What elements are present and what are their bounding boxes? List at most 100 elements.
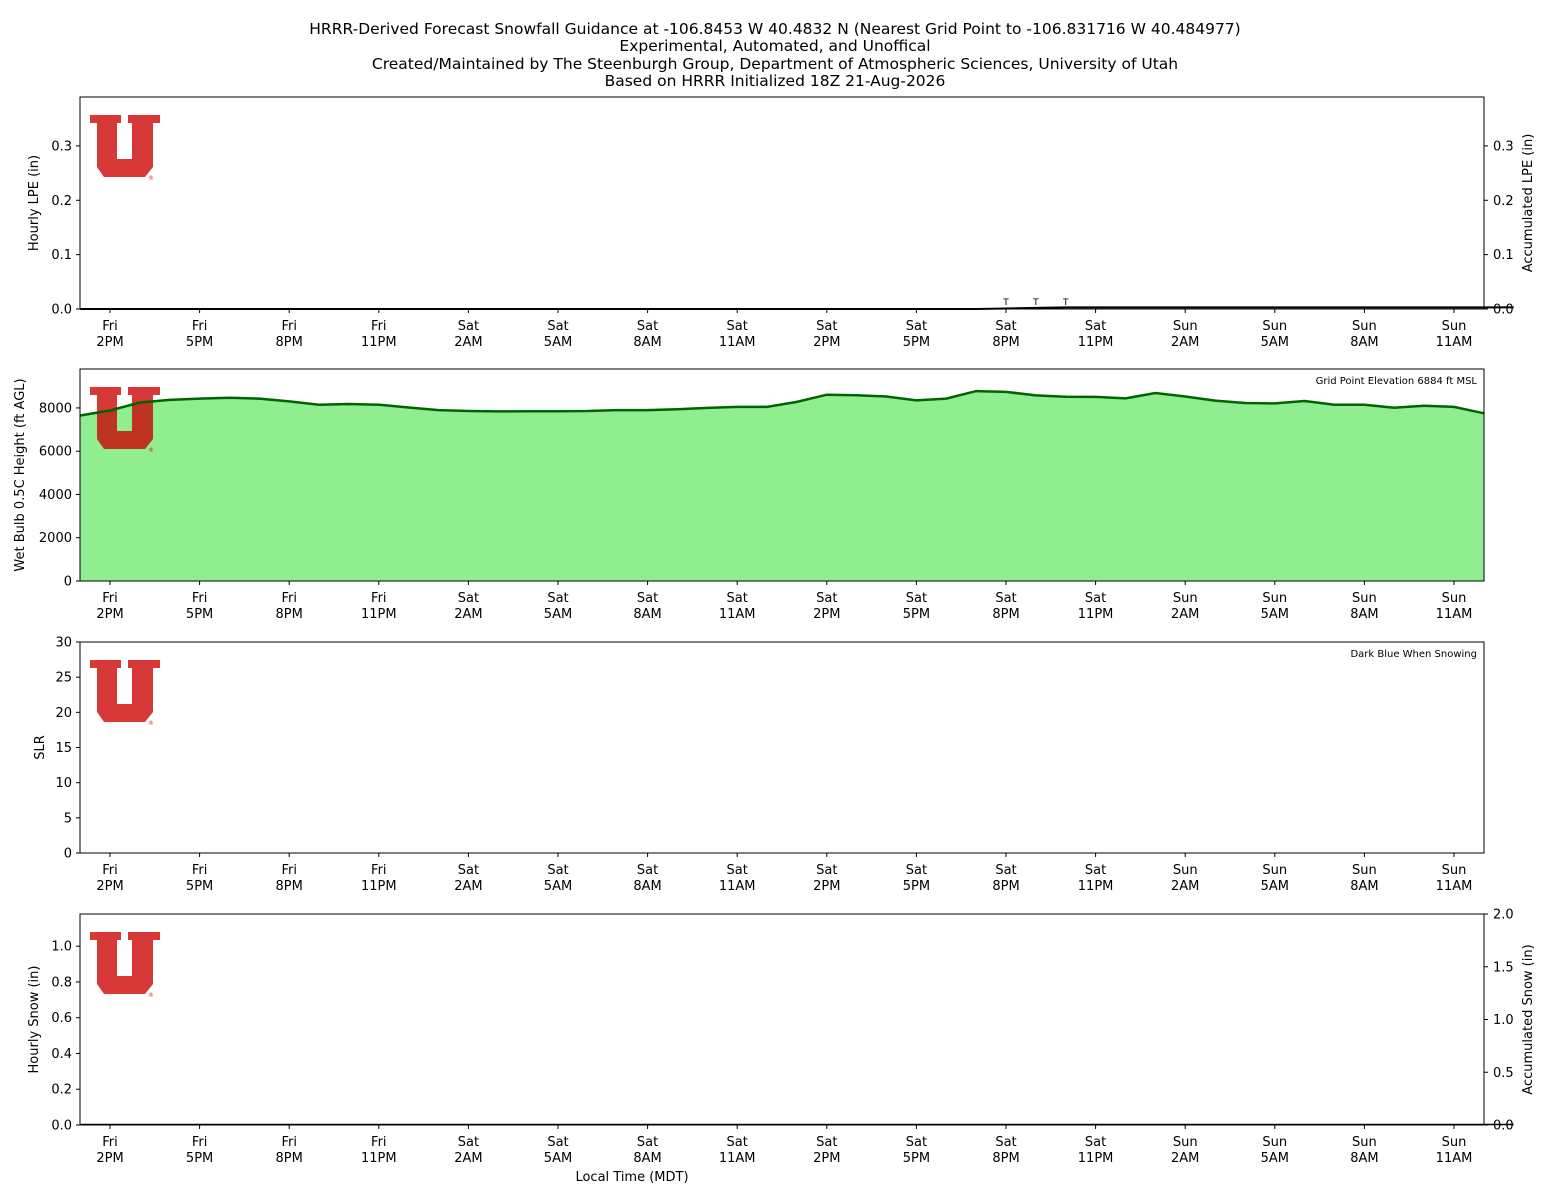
trace-marker: T: [1002, 298, 1009, 308]
x-tick-time-label: 11PM: [1078, 335, 1114, 350]
y-axis-label: Hourly Snow (in): [27, 966, 42, 1074]
x-tick-time-label: 2PM: [96, 607, 123, 622]
x-tick-time-label: 2PM: [813, 879, 840, 894]
x-tick-day-label: Sat: [816, 591, 837, 606]
university-logo: ®: [90, 932, 160, 999]
x-tick-time-label: 5AM: [544, 879, 572, 894]
subtitle-line: Experimental, Automated, and Unoffical: [619, 37, 931, 56]
x-tick-time-label: 11AM: [719, 1151, 756, 1166]
x-tick-day-label: Sun: [1173, 1135, 1198, 1150]
y-axis-label: Hourly LPE (in): [27, 155, 42, 251]
y-right-tick-label: 0.5: [1493, 1066, 1514, 1081]
y-tick-label: 2000: [39, 531, 72, 546]
y-tick-label: 0.6: [51, 1011, 72, 1026]
axes-frame: [79, 368, 1485, 582]
x-tick-day-label: Sun: [1173, 319, 1198, 334]
y-tick-label: 25: [55, 671, 72, 686]
x-tick-time-label: 8PM: [992, 335, 1019, 350]
y-right-tick-label: 1.0: [1493, 1013, 1514, 1028]
x-tick-day-label: Sun: [1262, 591, 1287, 606]
figure-title: HRRR-Derived Forecast Snowfall Guidance …: [0, 20, 1550, 91]
x-tick-time-label: 5AM: [544, 1151, 572, 1166]
university-logo: ®: [90, 660, 160, 727]
grid-elevation-annotation: Grid Point Elevation 6884 ft MSL: [1316, 376, 1478, 387]
university-u-logo-icon: [90, 660, 160, 722]
init-line: Based on HRRR Initialized 18Z 21-Aug-202…: [604, 72, 946, 91]
x-tick-day-label: Sat: [458, 319, 479, 334]
axes-frame: [79, 641, 1485, 854]
x-tick-time-label: 8PM: [276, 607, 303, 622]
credit-line: Created/Maintained by The Steenburgh Gro…: [371, 54, 1179, 73]
panel-lpe: ®T T TFri2PMFri5PMFri8PMFri11PMSat2AMSat5A…: [27, 96, 1536, 350]
x-tick-time-label: 11PM: [1078, 607, 1114, 622]
x-tick-day-label: Sun: [1352, 863, 1377, 878]
x-tick-day-label: Sat: [458, 1135, 479, 1150]
x-tick-time-label: 8AM: [633, 879, 661, 894]
x-tick-day-label: Sat: [1085, 591, 1106, 606]
x-tick-day-label: Sat: [637, 319, 658, 334]
x-tick-day-label: Fri: [192, 1135, 208, 1150]
x-tick-time-label: 5AM: [544, 607, 572, 622]
registered-mark-icon: ®: [148, 720, 154, 727]
university-u-logo-icon: [90, 932, 160, 994]
x-tick-day-label: Fri: [192, 591, 208, 606]
y-right-tick-label: 2.0: [1493, 908, 1514, 923]
x-tick-time-label: 2AM: [1171, 335, 1199, 350]
y-tick-label: 1.0: [51, 940, 72, 955]
x-tick-time-label: 2PM: [96, 879, 123, 894]
university-u-logo-icon: [90, 115, 160, 177]
x-tick-time-label: 2PM: [813, 335, 840, 350]
x-tick-time-label: 11AM: [1436, 607, 1473, 622]
x-tick-time-label: 5PM: [186, 607, 213, 622]
x-tick-day-label: Sun: [1262, 863, 1287, 878]
axes-frame: [79, 96, 1485, 310]
x-tick-day-label: Fri: [192, 863, 208, 878]
x-tick-day-label: Sat: [1085, 863, 1106, 878]
x-tick-time-label: 8AM: [1350, 879, 1378, 894]
y-right-tick-label: 0.0: [1493, 1119, 1514, 1134]
y-tick-label: 0: [64, 847, 72, 862]
y-tick-label: 10: [55, 776, 72, 791]
registered-mark-icon: ®: [148, 175, 154, 182]
x-tick-time-label: 2PM: [96, 1151, 123, 1166]
x-tick-day-label: Fri: [102, 591, 118, 606]
title-line: HRRR-Derived Forecast Snowfall Guidance …: [309, 20, 1241, 38]
x-tick-day-label: Sat: [1085, 1135, 1106, 1150]
x-tick-time-label: 2AM: [1171, 1151, 1199, 1166]
x-tick-time-label: 11AM: [719, 879, 756, 894]
x-tick-time-label: 8PM: [992, 879, 1019, 894]
x-tick-day-label: Fri: [371, 863, 387, 878]
y-right-tick-label: 0.1: [1493, 248, 1514, 263]
x-axis-label: Local Time (MDT): [575, 1170, 688, 1185]
x-tick-day-label: Fri: [281, 319, 297, 334]
x-tick-day-label: Sun: [1442, 1135, 1467, 1150]
snowing-annotation: Dark Blue When Snowing: [1350, 649, 1477, 660]
x-tick-day-label: Fri: [281, 591, 297, 606]
x-tick-day-label: Sat: [547, 591, 568, 606]
x-tick-day-label: Sun: [1262, 1135, 1287, 1150]
x-tick-time-label: 8AM: [1350, 607, 1378, 622]
x-tick-time-label: 8PM: [992, 607, 1019, 622]
x-tick-time-label: 8AM: [1350, 335, 1378, 350]
x-tick-time-label: 11AM: [719, 335, 756, 350]
x-tick-day-label: Sun: [1262, 319, 1287, 334]
x-tick-time-label: 5AM: [1261, 335, 1289, 350]
x-tick-time-label: 11AM: [1436, 1151, 1473, 1166]
x-tick-day-label: Sat: [637, 863, 658, 878]
x-tick-time-label: 11PM: [1078, 879, 1114, 894]
wetbulb-line: [79, 389, 1485, 417]
x-tick-day-label: Fri: [102, 863, 118, 878]
x-tick-day-label: Sat: [816, 1135, 837, 1150]
y-tick-label: 0.3: [51, 139, 72, 154]
x-tick-time-label: 11AM: [719, 607, 756, 622]
y-axis-label: SLR: [33, 735, 48, 760]
y-tick-label: 0: [64, 575, 72, 590]
x-tick-time-label: 11AM: [1436, 879, 1473, 894]
x-tick-day-label: Sat: [816, 319, 837, 334]
x-tick-time-label: 5PM: [903, 335, 930, 350]
y-tick-label: 0.8: [51, 975, 72, 990]
x-tick-day-label: Sun: [1352, 319, 1377, 334]
x-tick-day-label: Sat: [727, 863, 748, 878]
x-tick-time-label: 2AM: [454, 607, 482, 622]
